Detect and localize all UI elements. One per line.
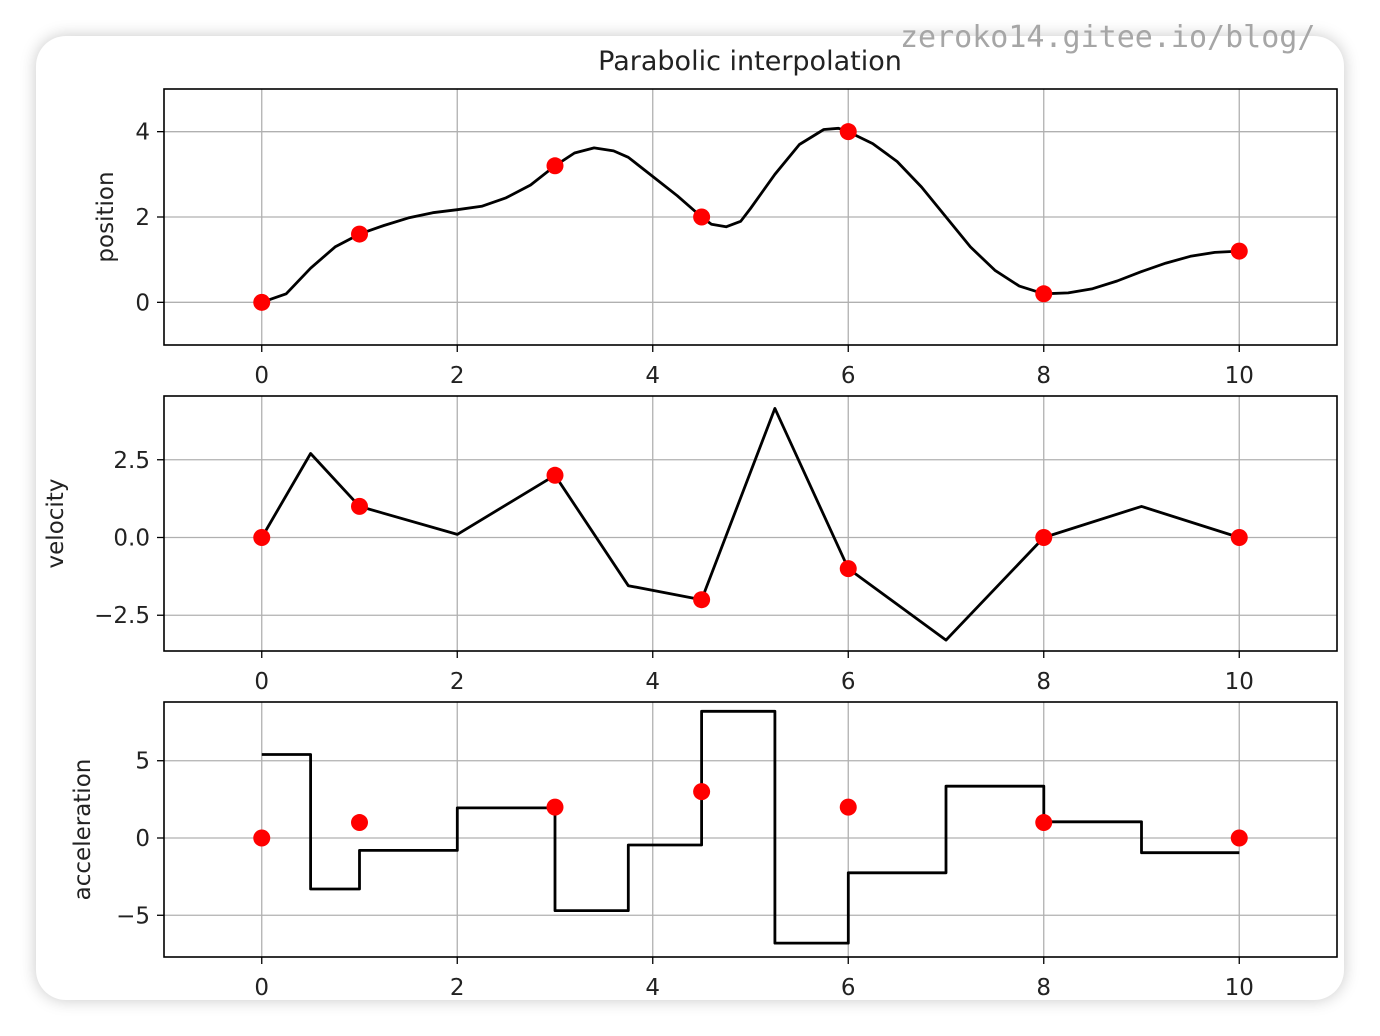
y-tick-label: 2.5: [113, 448, 150, 474]
y-tick-label: −5: [116, 903, 150, 929]
data-point: [693, 208, 711, 226]
data-point: [839, 798, 857, 816]
x-tick-label: 10: [1225, 363, 1254, 389]
plot-frame: [163, 395, 1338, 652]
y-tick-label: 4: [135, 120, 150, 146]
data-point: [1230, 528, 1248, 546]
x-tick-label: 10: [1225, 975, 1254, 1001]
x-tick-label: 8: [1036, 975, 1051, 1001]
data-point: [253, 293, 271, 311]
data-point: [693, 591, 711, 609]
x-tick-label: 6: [841, 975, 856, 1001]
panel-velocity: 0 2 4 6 8 10 −2.5 0.0 2.5 velocity: [43, 395, 1338, 695]
data-point: [351, 497, 368, 515]
plot-frame: [163, 88, 1338, 346]
data-point: [1035, 285, 1053, 303]
y-axis-label: velocity: [43, 479, 69, 569]
data-point: [546, 798, 564, 816]
y-axis-label: acceleration: [70, 759, 96, 901]
x-tick-label: 2: [450, 669, 465, 695]
y-tick-label: −2.5: [94, 603, 150, 629]
data-point: [253, 528, 271, 546]
data-point: [1230, 829, 1248, 847]
x-tick-label: 6: [841, 669, 856, 695]
x-tick-label: 0: [254, 669, 269, 695]
data-point: [351, 814, 368, 832]
x-tick-label: 4: [645, 669, 660, 695]
chart-title: Parabolic interpolation: [598, 46, 902, 77]
x-tick-label: 4: [645, 975, 660, 1001]
x-tick-label: 10: [1225, 669, 1254, 695]
panel-acceleration: 0 2 4 6 8 10 −5 0 5 acceleration: [70, 701, 1338, 1001]
watermark: zeroko14.gitee.io/blog/: [900, 20, 1316, 55]
data-point: [546, 466, 564, 484]
y-axis-label: position: [93, 171, 119, 262]
x-tick-label: 2: [450, 975, 465, 1001]
data-point: [693, 783, 711, 801]
series-line: [261, 126, 1240, 304]
y-tick-label: 0: [135, 826, 150, 852]
series-line: [261, 709, 1240, 945]
data-point: [351, 225, 368, 243]
data-point: [839, 123, 857, 141]
x-tick-label: 4: [645, 363, 660, 389]
y-tick-label: 0: [135, 290, 150, 316]
data-point: [1035, 814, 1053, 832]
x-tick-label: 2: [450, 363, 465, 389]
y-tick-label: 2: [135, 205, 150, 231]
data-point: [839, 560, 857, 578]
x-tick-label: 0: [254, 975, 269, 1001]
data-point: [1035, 528, 1053, 546]
data-point: [1230, 242, 1248, 260]
y-tick-label: 0.0: [113, 525, 150, 551]
x-tick-label: 6: [841, 363, 856, 389]
data-point: [253, 829, 271, 847]
panel-position: 0 2 4 6 8 10 0 2 4 position: [93, 88, 1338, 389]
y-tick-label: 5: [135, 749, 150, 775]
data-point: [546, 157, 564, 175]
x-tick-label: 8: [1036, 363, 1051, 389]
plot-frame: [163, 701, 1338, 958]
series-line: [260, 407, 1240, 642]
x-tick-label: 0: [254, 363, 269, 389]
x-tick-label: 8: [1036, 669, 1051, 695]
